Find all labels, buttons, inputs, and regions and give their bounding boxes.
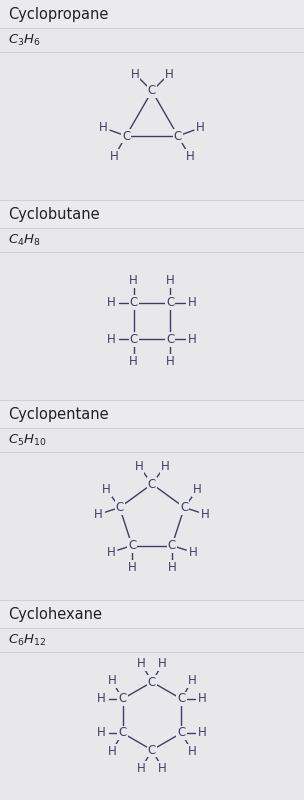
Text: H: H xyxy=(107,546,116,559)
Text: C: C xyxy=(180,501,188,514)
Bar xyxy=(0,400,304,428)
Bar xyxy=(0,0,304,28)
Text: C: C xyxy=(174,130,182,142)
Text: C: C xyxy=(168,539,176,552)
Text: H: H xyxy=(107,296,116,309)
Text: H: H xyxy=(108,674,116,687)
Text: H: H xyxy=(128,561,136,574)
Text: Cyclohexane: Cyclohexane xyxy=(8,606,102,622)
Text: H: H xyxy=(201,508,210,521)
Text: H: H xyxy=(168,561,176,574)
Text: C: C xyxy=(177,693,185,706)
Text: C: C xyxy=(148,85,156,98)
Text: H: H xyxy=(97,726,106,739)
Text: H: H xyxy=(188,333,197,346)
Text: H: H xyxy=(158,762,167,774)
Text: H: H xyxy=(129,355,138,368)
Bar xyxy=(0,228,304,252)
Text: H: H xyxy=(137,658,146,670)
Text: C: C xyxy=(130,333,138,346)
Text: H: H xyxy=(198,726,207,739)
Text: H: H xyxy=(137,762,146,774)
Text: $C_3H_6$: $C_3H_6$ xyxy=(8,33,41,47)
Text: C: C xyxy=(148,675,156,689)
Text: H: H xyxy=(188,674,196,687)
Text: $C_4H_8$: $C_4H_8$ xyxy=(8,233,41,247)
Text: H: H xyxy=(166,355,175,368)
Bar xyxy=(0,628,304,652)
Text: H: H xyxy=(161,460,169,473)
Text: H: H xyxy=(186,150,194,163)
Text: H: H xyxy=(193,483,202,496)
Text: C: C xyxy=(166,333,174,346)
Text: H: H xyxy=(94,508,103,521)
Text: H: H xyxy=(102,483,111,496)
Text: H: H xyxy=(166,274,175,287)
Bar xyxy=(0,28,304,52)
Text: $C_6H_{12}$: $C_6H_{12}$ xyxy=(8,633,46,647)
Text: H: H xyxy=(135,460,143,473)
Text: C: C xyxy=(177,726,185,739)
Bar xyxy=(0,600,304,628)
Text: H: H xyxy=(108,745,116,758)
Text: H: H xyxy=(131,67,140,81)
Text: H: H xyxy=(107,333,116,346)
Bar xyxy=(0,200,304,228)
Text: C: C xyxy=(148,478,156,490)
Text: H: H xyxy=(196,122,205,134)
Text: $C_5H_{10}$: $C_5H_{10}$ xyxy=(8,433,47,447)
Text: H: H xyxy=(110,150,118,163)
Text: C: C xyxy=(166,296,174,309)
Text: H: H xyxy=(164,67,173,81)
Text: C: C xyxy=(122,130,130,142)
Text: H: H xyxy=(129,274,138,287)
Text: H: H xyxy=(99,122,108,134)
Text: H: H xyxy=(97,693,106,706)
Text: C: C xyxy=(148,743,156,757)
Text: H: H xyxy=(188,546,197,559)
Text: H: H xyxy=(198,693,207,706)
Text: Cyclobutane: Cyclobutane xyxy=(8,206,100,222)
Bar xyxy=(0,428,304,452)
Text: C: C xyxy=(119,726,127,739)
Text: H: H xyxy=(188,296,197,309)
Text: C: C xyxy=(116,501,124,514)
Text: C: C xyxy=(130,296,138,309)
Text: C: C xyxy=(119,693,127,706)
Text: Cyclopentane: Cyclopentane xyxy=(8,406,109,422)
Text: C: C xyxy=(128,539,136,552)
Text: Cyclopropane: Cyclopropane xyxy=(8,6,108,22)
Text: H: H xyxy=(158,658,167,670)
Text: H: H xyxy=(188,745,196,758)
